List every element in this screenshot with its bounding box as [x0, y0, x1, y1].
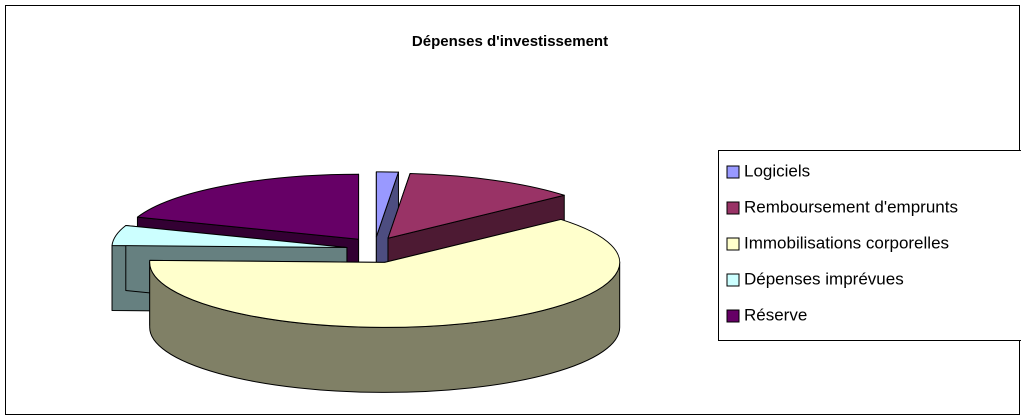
legend-label: Logiciels — [744, 161, 810, 180]
legend-label: Immobilisations corporelles — [744, 233, 949, 252]
chart-title: Dépenses d'investissement — [412, 33, 608, 50]
legend — [718, 150, 1021, 341]
slice — [387, 173, 565, 239]
slice — [111, 225, 348, 249]
slice — [375, 171, 399, 238]
pie — [111, 171, 621, 393]
legend-swatch — [726, 237, 740, 251]
legend-items: Logiciels Remboursement d'emprunts Immobil… — [726, 161, 958, 324]
slice — [136, 173, 360, 240]
legend-swatch — [726, 165, 740, 179]
slice — [149, 218, 621, 328]
legend-label: Remboursement d'emprunts — [744, 197, 958, 216]
legend-swatch — [726, 201, 740, 215]
legend-label: Réserve — [744, 305, 807, 324]
legend-swatch — [726, 273, 740, 287]
legend-label: Dépenses imprévues — [744, 269, 904, 288]
legend-swatch — [726, 309, 740, 323]
